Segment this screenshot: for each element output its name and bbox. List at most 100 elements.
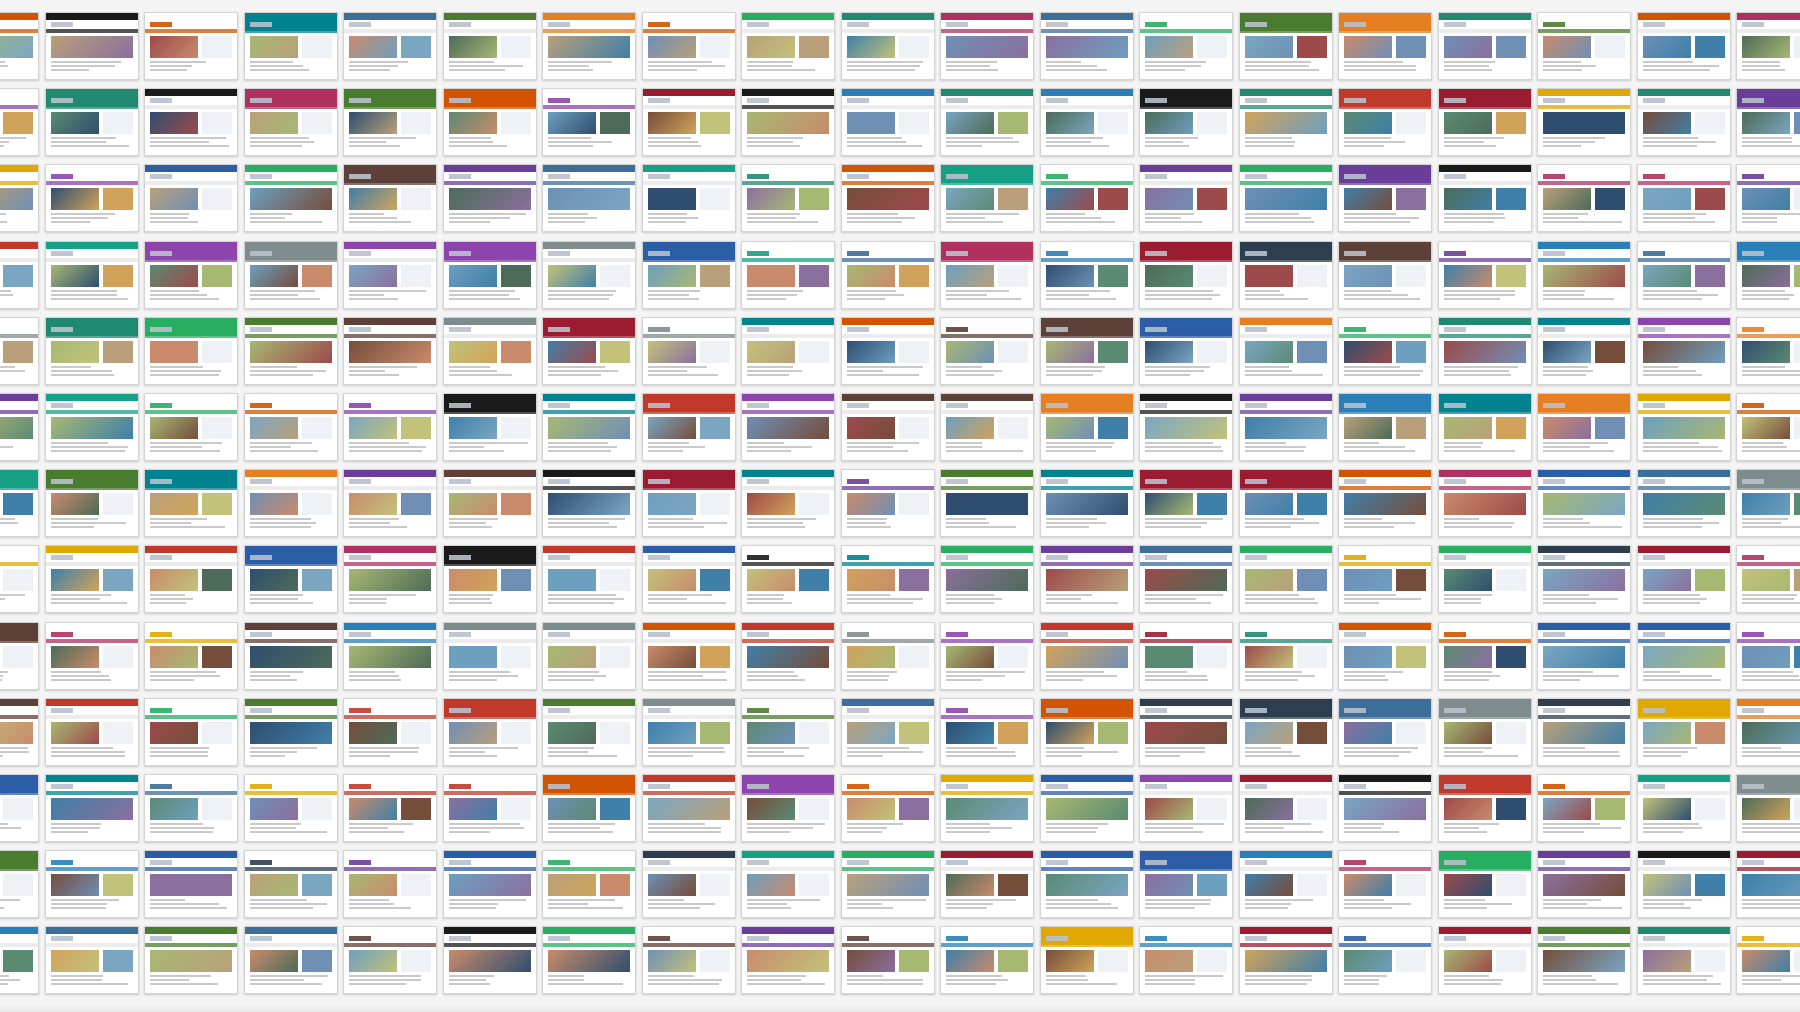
website-thumbnail[interactable] — [1039, 164, 1134, 233]
website-thumbnail[interactable] — [1238, 469, 1333, 538]
website-thumbnail[interactable] — [542, 697, 636, 766]
website-thumbnail[interactable] — [343, 316, 437, 385]
website-thumbnail[interactable] — [1636, 12, 1731, 80]
website-thumbnail[interactable] — [1636, 697, 1731, 766]
website-thumbnail[interactable] — [542, 164, 636, 233]
website-thumbnail[interactable] — [1636, 469, 1731, 538]
website-thumbnail[interactable] — [343, 545, 437, 614]
website-thumbnail[interactable] — [442, 12, 537, 80]
website-thumbnail[interactable] — [1537, 393, 1631, 461]
website-thumbnail[interactable] — [144, 850, 238, 919]
website-thumbnail[interactable] — [641, 316, 736, 385]
website-thumbnail[interactable] — [940, 545, 1034, 614]
website-thumbnail[interactable] — [840, 12, 935, 80]
website-thumbnail[interactable] — [840, 697, 935, 766]
website-thumbnail[interactable] — [243, 545, 338, 614]
website-thumbnail[interactable] — [1736, 240, 1800, 309]
website-thumbnail[interactable] — [442, 850, 537, 919]
website-thumbnail[interactable] — [1238, 545, 1333, 614]
website-thumbnail[interactable] — [144, 774, 238, 842]
website-thumbnail[interactable] — [1139, 469, 1233, 538]
website-thumbnail[interactable] — [1238, 316, 1333, 385]
website-thumbnail[interactable] — [641, 12, 736, 80]
website-thumbnail[interactable] — [1039, 393, 1134, 461]
website-thumbnail[interactable] — [1537, 12, 1631, 80]
website-thumbnail[interactable] — [1437, 621, 1532, 690]
website-thumbnail[interactable] — [1537, 545, 1631, 614]
website-thumbnail[interactable] — [1039, 774, 1134, 842]
website-thumbnail[interactable] — [1338, 469, 1432, 538]
website-thumbnail[interactable] — [1537, 926, 1631, 995]
website-thumbnail[interactable] — [144, 545, 238, 614]
website-thumbnail[interactable] — [1636, 774, 1731, 842]
website-thumbnail[interactable] — [0, 621, 39, 690]
website-thumbnail[interactable] — [1139, 164, 1233, 233]
website-thumbnail[interactable] — [343, 850, 437, 919]
website-thumbnail[interactable] — [442, 545, 537, 614]
website-thumbnail[interactable] — [343, 240, 437, 309]
website-thumbnail[interactable] — [1238, 12, 1333, 80]
website-thumbnail[interactable] — [1338, 697, 1432, 766]
website-thumbnail[interactable] — [1636, 88, 1731, 157]
website-thumbnail[interactable] — [1338, 316, 1432, 385]
website-thumbnail[interactable] — [0, 697, 39, 766]
website-thumbnail[interactable] — [243, 88, 338, 157]
website-thumbnail[interactable] — [940, 774, 1034, 842]
website-thumbnail[interactable] — [940, 621, 1034, 690]
website-thumbnail[interactable] — [1437, 316, 1532, 385]
website-thumbnail[interactable] — [44, 164, 139, 233]
website-thumbnail[interactable] — [1139, 393, 1233, 461]
website-thumbnail[interactable] — [1039, 240, 1134, 309]
website-thumbnail[interactable] — [1039, 621, 1134, 690]
website-thumbnail[interactable] — [0, 316, 39, 385]
website-thumbnail[interactable] — [641, 697, 736, 766]
website-thumbnail[interactable] — [0, 850, 39, 919]
website-thumbnail[interactable] — [1736, 850, 1800, 919]
website-thumbnail[interactable] — [940, 393, 1034, 461]
website-thumbnail[interactable] — [343, 469, 437, 538]
website-thumbnail[interactable] — [1437, 164, 1532, 233]
website-thumbnail[interactable] — [641, 469, 736, 538]
website-thumbnail[interactable] — [542, 850, 636, 919]
website-thumbnail[interactable] — [1636, 393, 1731, 461]
website-thumbnail[interactable] — [940, 926, 1034, 995]
website-thumbnail[interactable] — [1039, 88, 1134, 157]
website-thumbnail[interactable] — [1039, 697, 1134, 766]
website-thumbnail[interactable] — [741, 12, 835, 80]
website-thumbnail[interactable] — [641, 545, 736, 614]
website-thumbnail[interactable] — [44, 240, 139, 309]
website-thumbnail[interactable] — [1736, 697, 1800, 766]
website-thumbnail[interactable] — [0, 12, 39, 80]
website-thumbnail[interactable] — [641, 240, 736, 309]
website-thumbnail[interactable] — [1437, 774, 1532, 842]
website-thumbnail[interactable] — [840, 926, 935, 995]
website-thumbnail[interactable] — [1139, 88, 1233, 157]
website-thumbnail[interactable] — [741, 316, 835, 385]
website-thumbnail[interactable] — [1636, 240, 1731, 309]
website-thumbnail[interactable] — [343, 621, 437, 690]
website-thumbnail[interactable] — [741, 88, 835, 157]
website-thumbnail[interactable] — [1736, 926, 1800, 995]
website-thumbnail[interactable] — [940, 316, 1034, 385]
website-thumbnail[interactable] — [840, 850, 935, 919]
website-thumbnail[interactable] — [442, 393, 537, 461]
website-thumbnail[interactable] — [1736, 545, 1800, 614]
website-thumbnail[interactable] — [641, 926, 736, 995]
website-thumbnail[interactable] — [144, 164, 238, 233]
website-thumbnail[interactable] — [442, 926, 537, 995]
website-thumbnail[interactable] — [1139, 697, 1233, 766]
website-thumbnail[interactable] — [343, 393, 437, 461]
website-thumbnail[interactable] — [542, 469, 636, 538]
website-thumbnail[interactable] — [741, 850, 835, 919]
website-thumbnail[interactable] — [0, 926, 39, 995]
website-thumbnail[interactable] — [741, 469, 835, 538]
website-thumbnail[interactable] — [940, 88, 1034, 157]
website-thumbnail[interactable] — [1139, 12, 1233, 80]
website-thumbnail[interactable] — [1039, 545, 1134, 614]
website-thumbnail[interactable] — [1139, 316, 1233, 385]
website-thumbnail[interactable] — [1338, 12, 1432, 80]
website-thumbnail[interactable] — [542, 774, 636, 842]
website-thumbnail[interactable] — [840, 621, 935, 690]
website-thumbnail[interactable] — [1139, 850, 1233, 919]
website-thumbnail[interactable] — [1437, 469, 1532, 538]
